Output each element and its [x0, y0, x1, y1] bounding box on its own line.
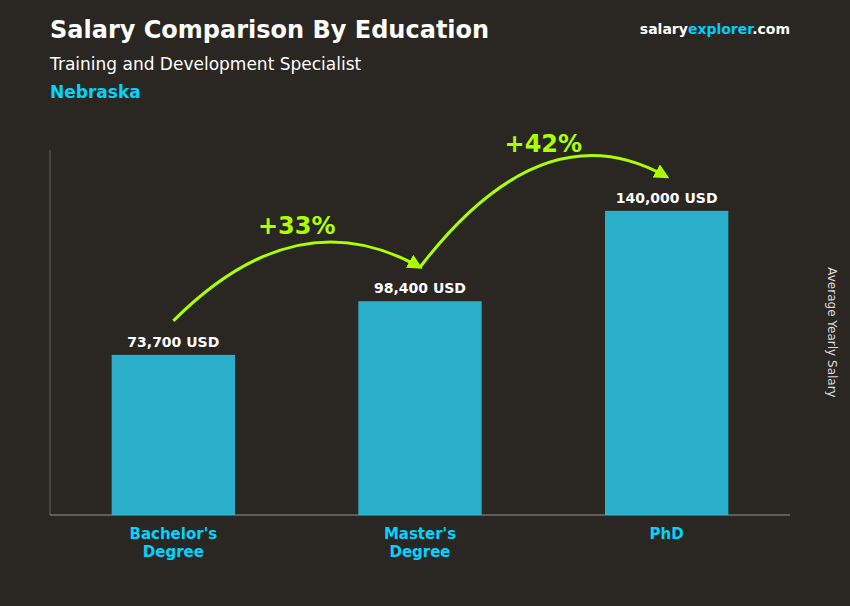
bar: [605, 211, 728, 515]
bars: [112, 211, 729, 515]
data-label: 98,400 USD: [374, 280, 466, 296]
data-label: 140,000 USD: [616, 190, 718, 206]
website: salaryexplorer.com: [640, 21, 790, 37]
website-part: explorer: [688, 21, 754, 37]
website-part: .com: [752, 21, 790, 37]
website-part: salary: [640, 21, 688, 37]
data-label: 73,700 USD: [127, 334, 219, 350]
bar: [358, 301, 481, 515]
growth-arrow: [173, 242, 420, 321]
x-tick-label-line: Degree: [389, 543, 450, 561]
growth-label: +33%: [258, 212, 336, 240]
x-tick-label-line: PhD: [650, 525, 684, 543]
x-tick-label: Master'sDegree: [384, 525, 456, 561]
x-tick-label-line: Master's: [384, 525, 456, 543]
x-tick-label: PhD: [650, 525, 684, 543]
x-tick-label: Bachelor'sDegree: [129, 525, 217, 561]
chart-svg: Salary Comparison By Education Training a…: [0, 0, 850, 606]
title: Salary Comparison By Education: [50, 16, 489, 44]
location: Nebraska: [50, 82, 141, 102]
growth-label: +42%: [505, 130, 583, 158]
subtitle: Training and Development Specialist: [49, 54, 362, 74]
bar: [112, 355, 235, 515]
chart-container: Salary Comparison By Education Training a…: [0, 0, 850, 606]
x-tick-label-line: Bachelor's: [129, 525, 217, 543]
background: [0, 0, 850, 606]
growth-arrow: [420, 156, 667, 268]
y-axis-label: Average Yearly Salary: [825, 267, 839, 397]
y-axis-line: [50, 150, 51, 515]
x-tick-label-line: Degree: [143, 543, 204, 561]
